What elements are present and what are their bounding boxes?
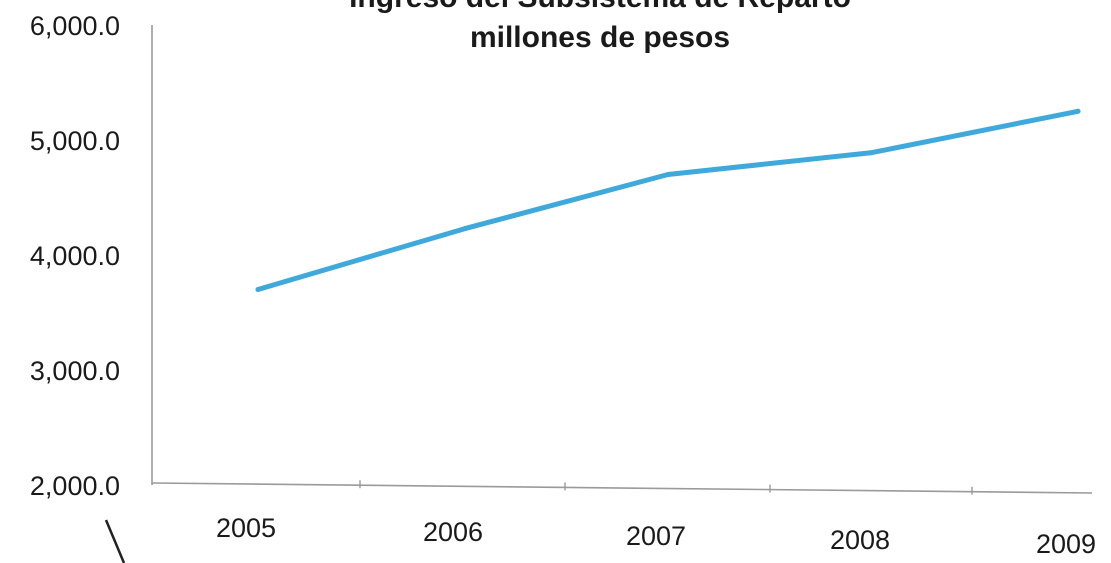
chart-title-line-1: Ingreso del Subsistema de Reparto	[349, 0, 851, 14]
y-tick-label: 6,000.0	[30, 11, 120, 41]
y-tick-label: 5,000.0	[30, 126, 120, 156]
chart-title-line-2: millones de pesos	[470, 21, 730, 54]
data-point-2009	[1075, 108, 1081, 114]
y-tick-label: 4,000.0	[30, 241, 120, 271]
x-tick-label: 2008	[830, 525, 890, 555]
x-axis-tick-labels: 2005 2006 2007 2008 2009	[216, 513, 1096, 559]
x-tick-label: 2006	[423, 517, 483, 547]
data-point-2006	[462, 226, 468, 232]
x-tick-label: 2005	[216, 513, 276, 543]
x-axis-tick-marks	[359, 480, 973, 495]
x-tick-label: 2009	[1036, 529, 1096, 559]
data-point-2008	[869, 150, 875, 156]
series-line	[255, 108, 1081, 292]
y-tick-label: 2,000.0	[30, 471, 120, 501]
x-axis-line	[151, 482, 1093, 494]
data-point-2007	[665, 172, 671, 177]
y-tick-label: 3,000.0	[30, 356, 120, 386]
x-tick-label: 2007	[626, 521, 686, 551]
data-point-2005	[255, 287, 261, 292]
y-axis-tick-labels: 6,000.0 5,000.0 4,000.0 3,000.0 2,000.0	[30, 11, 120, 501]
pen-mark	[104, 519, 126, 563]
data-points	[255, 108, 1081, 292]
